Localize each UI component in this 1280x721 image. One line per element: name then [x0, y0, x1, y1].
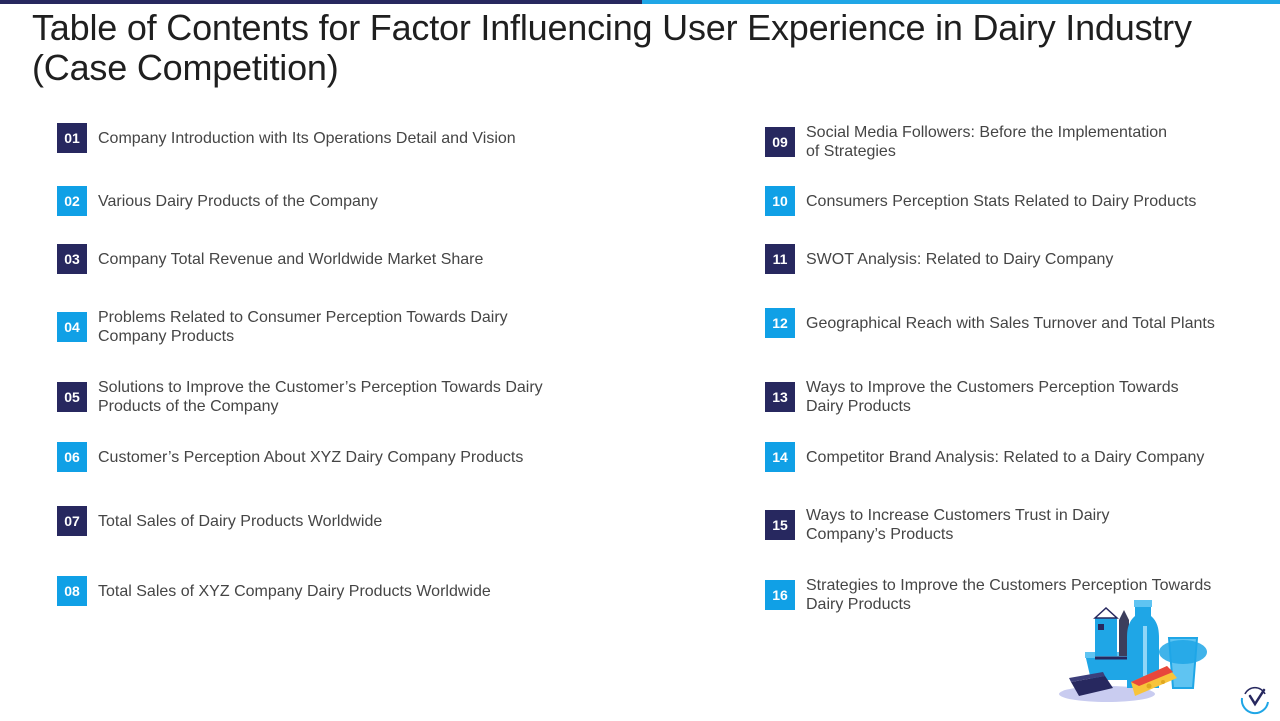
- toc-item-label: Social Media Followers: Before the Imple…: [806, 124, 1168, 160]
- page-title: Table of Contents for Factor Influencing…: [32, 7, 1192, 88]
- toc-item-13[interactable]: 13 Ways to Improve the Customers Percept…: [765, 378, 1196, 416]
- toc-number-badge: 05: [57, 382, 87, 412]
- toc-item-label: Total Sales of Dairy Products Worldwide: [98, 512, 383, 530]
- toc-number-badge: 07: [57, 506, 87, 536]
- toc-number-badge: 02: [57, 186, 87, 216]
- toc-item-label: Company Total Revenue and Worldwide Mark…: [98, 250, 484, 268]
- toc-item-12[interactable]: 12 Geographical Reach with Sales Turnove…: [765, 308, 1246, 338]
- toc-number-badge: 01: [57, 123, 87, 153]
- toc-item-09[interactable]: 09 Social Media Followers: Before the Im…: [765, 123, 1176, 161]
- toc-item-label: Ways to Increase Customers Trust in Dair…: [806, 507, 1110, 543]
- toc-number-badge: 03: [57, 244, 87, 274]
- toc-number-badge: 15: [765, 510, 795, 540]
- toc-item-label: Total Sales of XYZ Company Dairy Product…: [98, 582, 491, 600]
- brand-logo-icon: [1238, 684, 1272, 721]
- toc-item-label: Geographical Reach with Sales Turnover a…: [806, 314, 1215, 332]
- toc-number-badge: 14: [765, 442, 795, 472]
- toc-item-label: Strategies to Improve the Customers Perc…: [806, 577, 1212, 613]
- toc-item-label: Various Dairy Products of the Company: [98, 192, 378, 210]
- toc-item-label: Customer’s Perception About XYZ Dairy Co…: [98, 448, 524, 466]
- toc-item-15[interactable]: 15 Ways to Increase Customers Trust in D…: [765, 506, 1126, 544]
- toc-number-badge: 13: [765, 382, 795, 412]
- toc-item-08[interactable]: 08 Total Sales of XYZ Company Dairy Prod…: [57, 576, 568, 606]
- toc-item-06[interactable]: 06 Customer’s Perception About XYZ Dairy…: [57, 442, 568, 472]
- toc-item-01[interactable]: 01 Company Introduction with Its Operati…: [57, 123, 568, 153]
- toc-number-badge: 10: [765, 186, 795, 216]
- toc-item-label: Consumers Perception Stats Related to Da…: [806, 192, 1197, 210]
- toc-item-11[interactable]: 11 SWOT Analysis: Related to Dairy Compa…: [765, 244, 1246, 274]
- dairy-products-illustration-icon: [1055, 596, 1215, 711]
- toc-number-badge: 11: [765, 244, 795, 274]
- toc-item-label: Company Introduction with Its Operations…: [98, 129, 516, 147]
- toc-number-badge: 04: [57, 312, 87, 342]
- toc-item-label: SWOT Analysis: Related to Dairy Company: [806, 250, 1114, 268]
- toc-item-label: Problems Related to Consumer Perception …: [98, 309, 508, 345]
- toc-item-05[interactable]: 05 Solutions to Improve the Customer’s P…: [57, 378, 550, 416]
- toc-item-04[interactable]: 04 Problems Related to Consumer Percepti…: [57, 308, 518, 346]
- top-accent-bar-light: [642, 0, 1280, 4]
- top-accent-bar-dark: [0, 0, 642, 4]
- toc-item-03[interactable]: 03 Company Total Revenue and Worldwide M…: [57, 244, 568, 274]
- toc-item-label: Competitor Brand Analysis: Related to a …: [806, 448, 1205, 466]
- toc-item-label: Solutions to Improve the Customer’s Perc…: [98, 379, 543, 415]
- toc-number-badge: 12: [765, 308, 795, 338]
- toc-item-14[interactable]: 14 Competitor Brand Analysis: Related to…: [765, 442, 1246, 472]
- toc-item-02[interactable]: 02 Various Dairy Products of the Company: [57, 186, 568, 216]
- toc-number-badge: 08: [57, 576, 87, 606]
- toc-item-16[interactable]: 16 Strategies to Improve the Customers P…: [765, 576, 1231, 614]
- toc-number-badge: 16: [765, 580, 795, 610]
- toc-number-badge: 06: [57, 442, 87, 472]
- toc-item-07[interactable]: 07 Total Sales of Dairy Products Worldwi…: [57, 506, 568, 536]
- toc-item-label: Ways to Improve the Customers Perception…: [806, 379, 1179, 415]
- toc-number-badge: 09: [765, 127, 795, 157]
- toc-item-10[interactable]: 10 Consumers Perception Stats Related to…: [765, 186, 1246, 216]
